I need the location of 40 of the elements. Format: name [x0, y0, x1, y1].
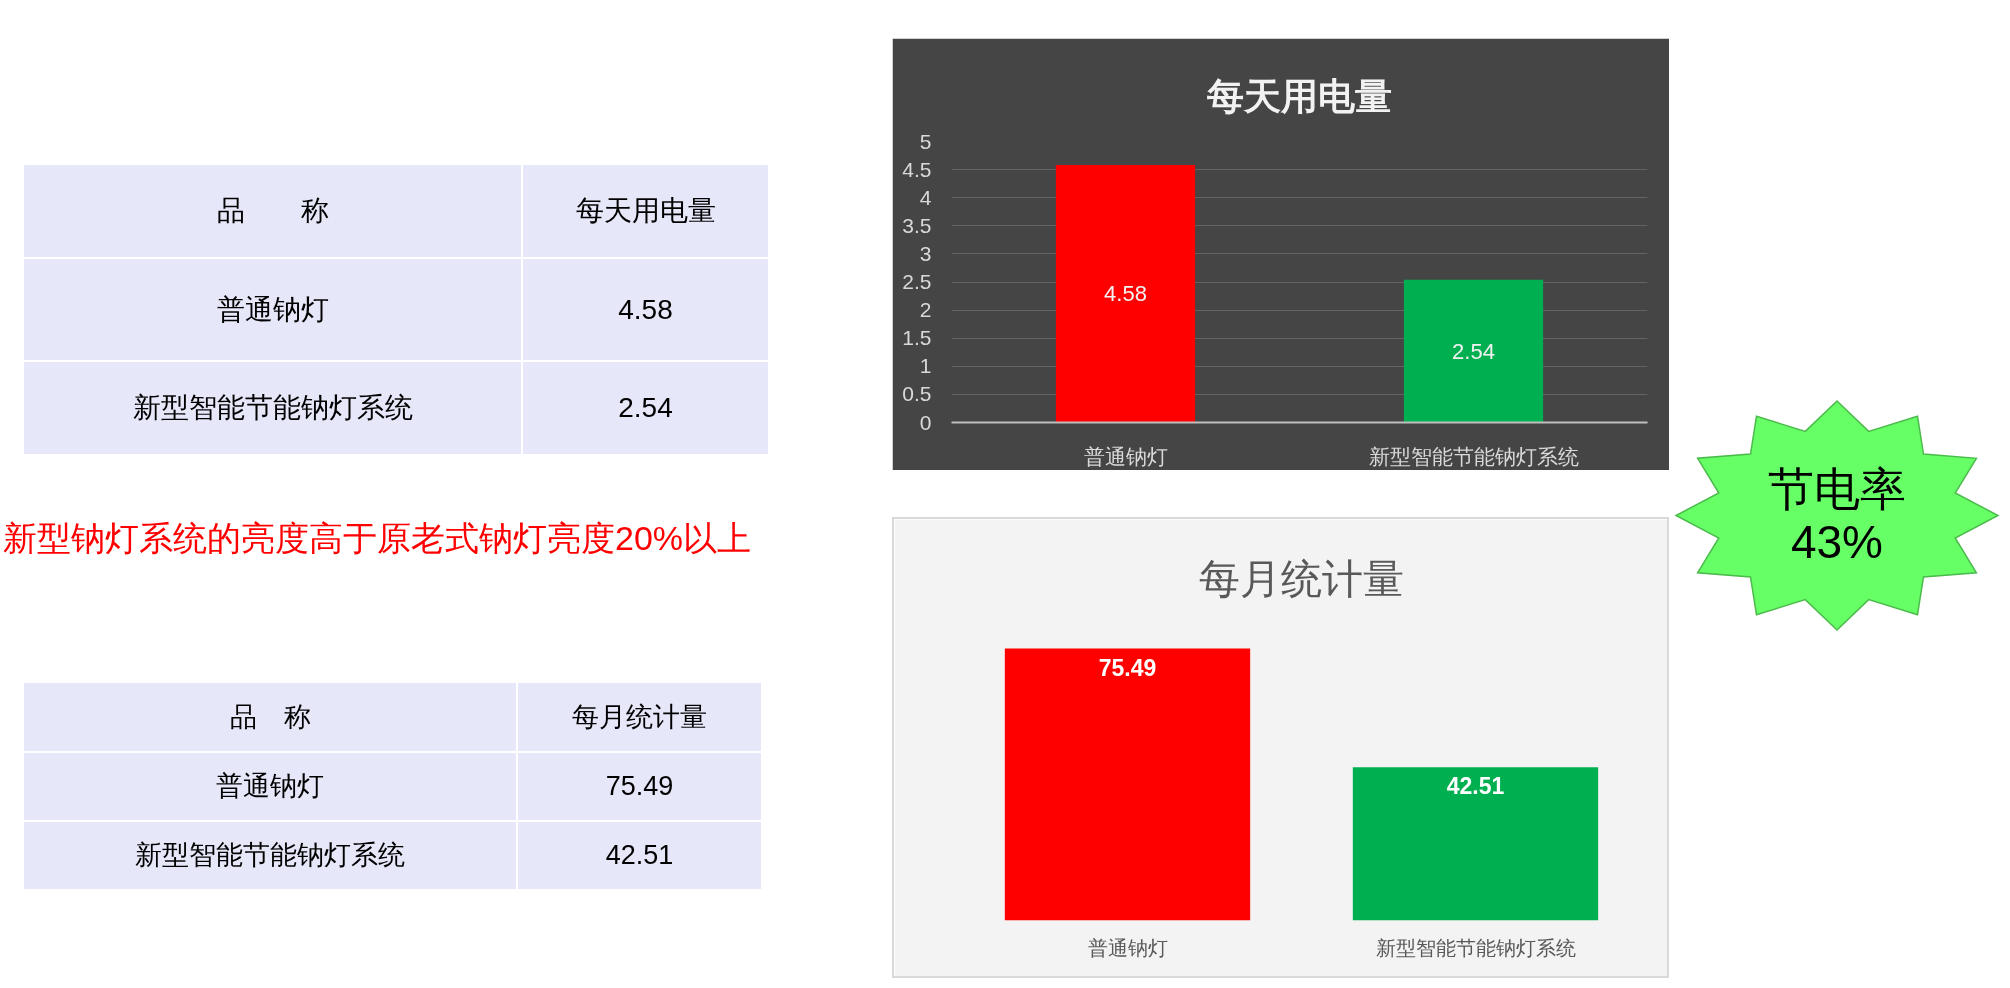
y-tick-label: 3: [919, 241, 932, 265]
y-tick-label: 2.5: [902, 270, 932, 293]
data-label: 42.51: [605, 839, 674, 873]
y-tick-label: 2: [919, 298, 932, 322]
table-cell: 品 称: [24, 683, 516, 751]
y-tick-label: 5: [919, 129, 932, 153]
data-label: 2.54: [618, 391, 673, 425]
text: 43%: [1790, 515, 1884, 568]
category-label: 普通钠灯: [216, 770, 324, 804]
category-label: 新型智能节能钠灯系统: [135, 839, 405, 873]
y-tick-label: 1: [919, 354, 932, 378]
table-cell: 75.49: [518, 753, 761, 820]
chart-title: 每天用电量: [1206, 75, 1392, 117]
table-cell: 2.54: [523, 362, 768, 454]
text: 节电率: [1768, 463, 1906, 515]
table-cell: 新型智能节能钠灯系统: [24, 362, 521, 454]
table-cell: 4.58: [523, 259, 768, 360]
table-cell: 每天用电量: [523, 165, 768, 257]
table-cell: 品 称: [24, 165, 521, 257]
chart-title: 每月统计量: [1199, 555, 1404, 602]
table-cell: 每月统计量: [518, 683, 761, 751]
data-label: 75.49: [1098, 654, 1157, 681]
data-label: 75.49: [605, 770, 674, 804]
y-tick-label: 1.5: [902, 326, 932, 350]
table-cell: 新型智能节能钠灯系统: [24, 822, 516, 889]
data-label: 4.58: [618, 292, 673, 327]
y-tick-label: 4.5: [902, 157, 932, 181]
table-cell: 42.51: [518, 822, 761, 889]
data-label: 42.51: [1446, 773, 1505, 800]
table-cell: 普通钠灯: [24, 259, 521, 360]
data-label: 2.54: [1452, 338, 1495, 364]
y-tick-label: 0: [919, 410, 932, 434]
y-tick-label: 0.5: [902, 382, 932, 406]
y-tick-label: 3.5: [902, 213, 932, 237]
category-label: 新型智能节能钠灯系统: [132, 391, 413, 425]
table-cell: 普通钠灯: [24, 753, 516, 820]
data-label: 4.58: [1104, 281, 1147, 307]
category-label: 普通钠灯: [216, 292, 329, 327]
y-tick-label: 4: [919, 185, 932, 209]
text: 新型钠灯系统的亮度高于原老式钠灯亮度20%以上: [3, 519, 752, 557]
